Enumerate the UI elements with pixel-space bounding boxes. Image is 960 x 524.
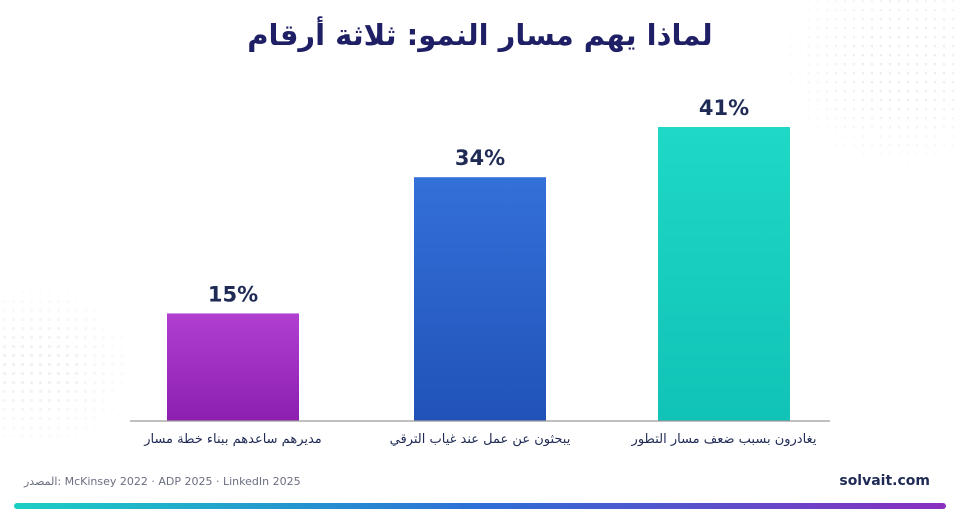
page-title: لماذا يهم مسار النمو: ثلاثة أرقام — [247, 18, 713, 52]
brand-link[interactable]: solvait.com — [839, 473, 930, 489]
bar-chart: 15% مديرهم ساعدهم ببناء خطة مسار 34% يبحثون… — [130, 96, 830, 447]
bottom-gradient-bar — [14, 503, 946, 509]
bar-3 — [658, 127, 790, 421]
bar-value-label-1: 15% — [208, 282, 258, 306]
bar-1 — [167, 313, 299, 421]
category-label-3: يغادرون بسبب ضعف مسار التطور — [631, 432, 817, 447]
bar-2 — [414, 177, 546, 421]
bar-value-label-3: 41% — [699, 96, 749, 120]
category-label-1: مديرهم ساعدهم ببناء خطة مسار — [143, 432, 322, 447]
category-label-2: يبحثون عن عمل عند غياب الترقي — [390, 432, 571, 447]
bar-value-label-2: 34% — [455, 146, 505, 170]
source-footnote: المصدر: McKinsey 2022 · ADP 2025 · Linke… — [24, 475, 301, 488]
